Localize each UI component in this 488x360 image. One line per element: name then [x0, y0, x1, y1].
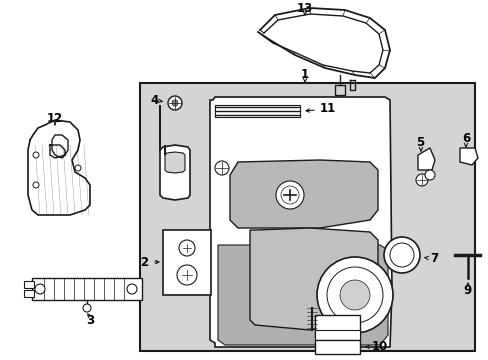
Circle shape [326, 267, 382, 323]
Text: 13: 13 [296, 1, 312, 14]
Text: 12: 12 [47, 112, 63, 125]
Text: 5: 5 [415, 136, 423, 149]
Text: 10: 10 [371, 339, 387, 352]
Circle shape [168, 96, 182, 110]
Polygon shape [218, 245, 387, 345]
Circle shape [179, 240, 195, 256]
Text: 6: 6 [461, 131, 469, 144]
Bar [24, 281, 34, 288]
Bar [215, 105, 299, 117]
Circle shape [177, 265, 197, 285]
Circle shape [339, 280, 369, 310]
Bar [314, 315, 359, 337]
Circle shape [415, 174, 427, 186]
Circle shape [172, 100, 178, 106]
Bar [314, 330, 359, 340]
Text: 7: 7 [429, 252, 437, 265]
Text: 3: 3 [86, 314, 94, 327]
Circle shape [33, 182, 39, 188]
Polygon shape [164, 145, 184, 173]
Bar [140, 83, 474, 351]
Bar [32, 278, 142, 300]
Circle shape [316, 257, 392, 333]
Circle shape [389, 243, 413, 267]
Polygon shape [417, 148, 434, 170]
Bar [163, 230, 210, 295]
Text: 9: 9 [463, 284, 471, 297]
Bar [24, 290, 34, 297]
Circle shape [383, 237, 419, 273]
Polygon shape [459, 148, 477, 165]
Polygon shape [209, 97, 391, 347]
Text: 4: 4 [151, 94, 159, 107]
Circle shape [83, 304, 91, 312]
Text: 8: 8 [371, 314, 380, 327]
Circle shape [281, 186, 298, 204]
Text: 1: 1 [300, 68, 308, 81]
Circle shape [424, 170, 434, 180]
Bar [314, 340, 359, 354]
Polygon shape [160, 105, 190, 200]
Text: 11: 11 [319, 102, 336, 114]
Circle shape [35, 284, 45, 294]
Polygon shape [249, 228, 377, 330]
Circle shape [275, 181, 304, 209]
Circle shape [127, 284, 137, 294]
Circle shape [33, 152, 39, 158]
Circle shape [75, 165, 81, 171]
Text: 2: 2 [140, 256, 148, 269]
Circle shape [215, 161, 228, 175]
Polygon shape [229, 160, 377, 228]
